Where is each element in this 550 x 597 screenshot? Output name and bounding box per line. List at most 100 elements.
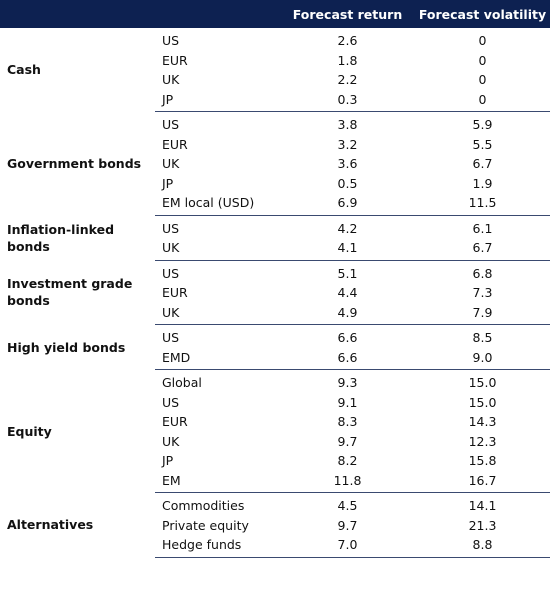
return-cell: 2.2 xyxy=(337,72,358,87)
group-label: Investment grade bonds xyxy=(7,276,133,309)
table-row: UK 4.1 6.7 xyxy=(0,238,550,261)
return-cell: 6.6 xyxy=(337,330,358,345)
volatility-cell: 14.3 xyxy=(468,414,497,429)
row-label: US xyxy=(162,394,180,410)
volatility-cell: 21.3 xyxy=(468,517,497,533)
table-row: UK 2.2 0 xyxy=(0,70,550,90)
table-row: EUR 1.8 0 xyxy=(0,51,550,71)
header-row: Forecast return Forecast volatility xyxy=(0,0,550,28)
return-cell: 4.1 xyxy=(280,238,415,261)
row-label: JP xyxy=(162,175,174,191)
table-row: Cash US 2.6 0 xyxy=(0,28,550,77)
volatility-cell: 1.9 xyxy=(472,175,493,191)
header-cell: Forecast volatility xyxy=(415,0,550,28)
row-label: UK xyxy=(155,238,280,261)
forecast-table: Forecast return Forecast volatility Cash… xyxy=(0,0,550,558)
return-cell: 0.5 xyxy=(337,175,358,191)
group-label: Government bonds xyxy=(7,155,142,171)
row-label: JP xyxy=(162,453,174,468)
group-label: Cash xyxy=(7,62,41,78)
volatility-cell: 8.5 xyxy=(472,330,493,345)
volatility-cell: 0 xyxy=(478,33,487,48)
header-blank xyxy=(155,0,280,28)
header-blank xyxy=(0,0,155,28)
return-cell: 0.3 xyxy=(280,89,415,112)
volatility-cell: 0 xyxy=(478,72,487,87)
group-label: High yield bonds xyxy=(7,339,126,355)
row-label: EUR xyxy=(162,52,188,68)
return-cell: 9.3 xyxy=(337,375,358,390)
row-label: UK xyxy=(162,72,180,87)
table-body: Cash US 2.6 0 EUR 1.8 0 UK 2.2 0 JP 0.3 0 Government … xyxy=(0,28,550,558)
volatility-cell: 5.9 xyxy=(472,117,493,132)
volatility-cell: 14.1 xyxy=(468,498,497,513)
volatility-cell: 12.3 xyxy=(468,433,497,449)
volatility-cell: 5.5 xyxy=(472,136,493,152)
volatility-cell: 16.7 xyxy=(415,470,550,493)
return-cell: 3.2 xyxy=(337,136,358,152)
row-label: Private equity xyxy=(162,517,249,533)
volatility-cell: 8.8 xyxy=(415,535,550,558)
volatility-cell: 6.7 xyxy=(415,238,550,261)
return-cell: 5.1 xyxy=(337,265,358,281)
row-label: Commodities xyxy=(162,498,245,513)
row-label: US xyxy=(162,220,180,236)
return-cell: 11.8 xyxy=(280,470,415,493)
table-row: Government bonds US 3.8 5.9 xyxy=(0,112,550,171)
row-label: US xyxy=(162,330,180,345)
volatility-cell: 15.0 xyxy=(468,375,497,390)
row-label: UK xyxy=(162,433,180,449)
table-row: Equity Global 9.3 15.0 xyxy=(0,370,550,439)
row-label: UK xyxy=(155,302,280,325)
return-cell: 4.5 xyxy=(337,498,358,513)
return-cell: 6.6 xyxy=(280,347,415,370)
return-cell: 8.3 xyxy=(337,414,358,429)
group-label: Inflation-linked bonds xyxy=(7,221,115,254)
row-label: EMD xyxy=(155,347,280,370)
volatility-cell: 0 xyxy=(478,52,487,68)
return-cell: 3.6 xyxy=(337,156,358,171)
table-row: Investment grade bonds US 5.1 6.8 xyxy=(0,260,550,309)
return-cell: 7.0 xyxy=(280,535,415,558)
table-row: Inflation-linked bonds US 4.2 6.1 xyxy=(0,215,550,254)
group-label: Alternatives xyxy=(7,517,94,533)
table-row: Alternatives Commodities 4.5 14.1 xyxy=(0,493,550,532)
header-cell: Forecast return xyxy=(280,0,415,28)
table-row: Hedge funds 7.0 8.8 xyxy=(0,535,550,558)
table-row: US 9.1 15.0 xyxy=(0,393,550,413)
table-row: EUR 3.2 5.5 xyxy=(0,135,550,155)
table-row: UK 9.7 12.3 xyxy=(0,432,550,452)
return-cell: 9.7 xyxy=(337,517,358,533)
volatility-cell: 11.5 xyxy=(415,193,550,216)
group-label: Equity xyxy=(7,423,52,439)
return-cell: 4.2 xyxy=(337,220,358,236)
volatility-cell: 7.9 xyxy=(415,302,550,325)
table-row: EUR 8.3 14.3 xyxy=(0,412,550,432)
return-cell: 6.9 xyxy=(280,193,415,216)
row-label: JP xyxy=(155,89,280,112)
table-row: EMD 6.6 9.0 xyxy=(0,347,550,370)
row-label: Global xyxy=(162,375,202,390)
table-row: UK 3.6 6.7 xyxy=(0,154,550,174)
table-row: JP 8.2 15.8 xyxy=(0,451,550,471)
row-label: US xyxy=(162,265,180,281)
row-label: EM local (USD) xyxy=(155,193,280,216)
row-label: US xyxy=(162,117,180,132)
return-cell: 9.7 xyxy=(337,433,358,449)
row-label: EUR xyxy=(162,285,188,300)
row-label: US xyxy=(162,33,180,48)
return-cell: 3.8 xyxy=(337,117,358,132)
return-cell: 8.2 xyxy=(337,453,358,468)
row-label: UK xyxy=(162,156,180,171)
volatility-cell: 15.8 xyxy=(468,453,497,468)
table-row: JP 0.5 1.9 xyxy=(0,174,550,194)
table-row: EM 11.8 16.7 xyxy=(0,470,550,493)
return-cell: 2.6 xyxy=(337,33,358,48)
volatility-cell: 0 xyxy=(415,89,550,112)
return-cell: 4.4 xyxy=(337,285,358,300)
volatility-cell: 9.0 xyxy=(415,347,550,370)
return-cell: 1.8 xyxy=(337,52,358,68)
row-label: EUR xyxy=(162,414,188,429)
table-row: High yield bonds US 6.6 8.5 xyxy=(0,325,550,355)
